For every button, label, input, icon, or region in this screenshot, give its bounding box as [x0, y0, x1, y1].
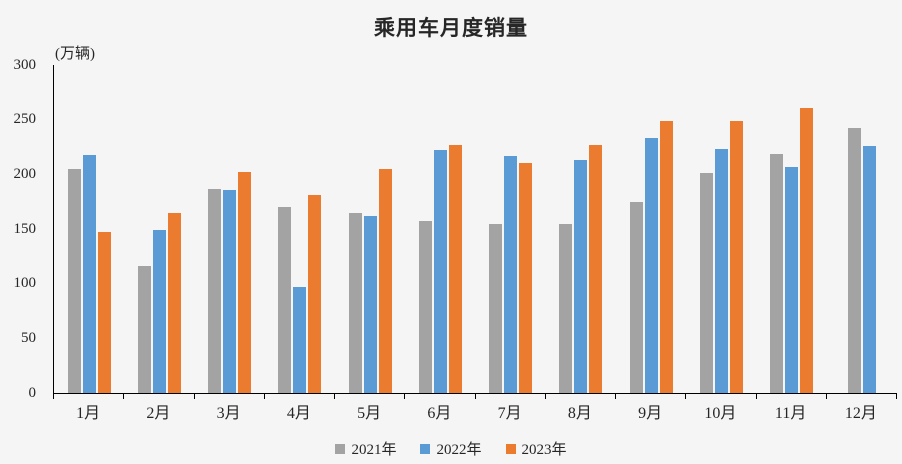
bar-2023年-1月 [97, 232, 111, 393]
bar-2022年-5月 [363, 215, 377, 393]
x-axis-tick [263, 394, 265, 399]
x-tick-label-9月: 9月 [638, 405, 663, 422]
bar-2022年-1月 [82, 154, 96, 393]
y-tick-label-200: 200 [13, 165, 37, 182]
bar-2021年-3月 [208, 188, 222, 393]
x-tick-label-4月: 4月 [286, 405, 311, 422]
bar-2022年-12月 [862, 145, 876, 393]
x-tick-label-3月: 3月 [216, 405, 241, 422]
bar-2023年-2月 [167, 212, 181, 393]
bar-group-3月 [195, 65, 265, 393]
bar-2023年-5月 [378, 168, 392, 393]
x-axis-tick [615, 394, 616, 399]
legend-label: 2022年 [436, 442, 482, 458]
legend-label: 2023年 [521, 442, 567, 458]
y-tick-label-0: 0 [28, 384, 37, 401]
plot-area [53, 65, 897, 394]
x-axis-category-labels: 1月 2月 3月 4月 5月 6月 7月 8月 9月 10月 11月 12月 [53, 399, 896, 423]
bar-2023年-4月 [308, 195, 322, 393]
x-axis-tick [685, 394, 687, 399]
x-tick-label-10月: 10月 [704, 405, 737, 422]
bar-group-11月 [757, 65, 827, 393]
bar-2023年-11月 [800, 107, 814, 393]
bar-2021年-9月 [629, 201, 643, 393]
bar-groups [54, 65, 897, 393]
x-tick-label-5月: 5月 [357, 405, 382, 422]
bar-2022年-2月 [152, 230, 166, 393]
bar-2021年-8月 [559, 223, 573, 393]
bar-group-7月 [476, 65, 546, 393]
x-axis-tick [755, 394, 757, 399]
x-tick-label-8月: 8月 [567, 405, 592, 422]
bar-group-4月 [265, 65, 335, 393]
legend-item-2023年: 2023年 [505, 438, 567, 459]
y-tick-label-250: 250 [13, 111, 37, 128]
x-axis-tick [825, 394, 827, 399]
legend-label: 2021年 [351, 442, 397, 458]
bar-2021年-7月 [489, 223, 503, 393]
bar-2022年-6月 [433, 150, 447, 393]
bar-group-10月 [686, 65, 756, 393]
bar-2021年-10月 [699, 173, 713, 393]
bar-group-1月 [54, 65, 124, 393]
bar-group-6月 [405, 65, 475, 393]
y-tick-label-50: 50 [21, 329, 36, 346]
x-axis-tick [123, 394, 125, 399]
bar-2021年-5月 [348, 212, 362, 393]
bar-2023年-10月 [729, 120, 743, 393]
y-axis-unit-label: (万辆) [55, 46, 95, 62]
bar-2022年-4月 [293, 286, 307, 393]
bar-group-9月 [616, 65, 686, 393]
legend-swatch-2021年 [335, 443, 346, 454]
bar-2022年-8月 [574, 160, 588, 393]
y-tick-label-150: 150 [13, 220, 37, 237]
x-tick-label-2月: 2月 [146, 405, 171, 422]
bar-group-8月 [546, 65, 616, 393]
x-tick-label-11月: 11月 [774, 405, 807, 422]
y-tick-label-300: 300 [13, 56, 37, 73]
bar-2021年-11月 [770, 153, 784, 393]
bar-2023年-6月 [448, 144, 462, 393]
x-axis-tick [896, 394, 897, 399]
bar-2021年-2月 [137, 266, 151, 393]
bar-2021年-12月 [847, 128, 861, 393]
bar-2023年-7月 [519, 163, 533, 393]
bar-2022年-7月 [504, 155, 518, 393]
x-tick-label-6月: 6月 [427, 405, 452, 422]
bar-2023年-3月 [238, 172, 252, 393]
x-axis-tick [53, 394, 54, 399]
x-tick-label-7月: 7月 [497, 405, 522, 422]
bar-2023年-9月 [659, 120, 673, 393]
legend-swatch-2022年 [420, 443, 431, 454]
x-axis-tick [193, 394, 195, 399]
bar-group-2月 [124, 65, 194, 393]
bar-group-5月 [335, 65, 405, 393]
x-tick-label-12月: 12月 [844, 405, 877, 422]
x-axis-tick [474, 394, 476, 399]
bar-2021年-1月 [67, 168, 81, 393]
bar-2021年-4月 [278, 207, 292, 393]
x-axis-tick [334, 394, 335, 399]
legend-item-2021年: 2021年 [335, 438, 396, 459]
bar-2021年-6月 [418, 221, 432, 393]
bar-2023年-8月 [589, 144, 603, 393]
chart-title: 乘用车月度销量 [374, 16, 528, 40]
y-tick-label-100: 100 [13, 275, 37, 292]
bar-2022年-3月 [223, 189, 237, 393]
bar-2022年-9月 [644, 138, 658, 393]
bar-2022年-10月 [714, 149, 728, 393]
x-axis-tick [404, 394, 406, 399]
bar-2022年-11月 [785, 166, 799, 393]
chart-legend: 2021年 2022年 2023年 [0, 438, 902, 459]
bar-group-12月 [827, 65, 897, 393]
legend-item-2022年: 2022年 [420, 438, 482, 459]
x-tick-label-1月: 1月 [76, 405, 101, 422]
legend-swatch-2023年 [505, 443, 516, 454]
x-axis-tick [544, 394, 546, 399]
